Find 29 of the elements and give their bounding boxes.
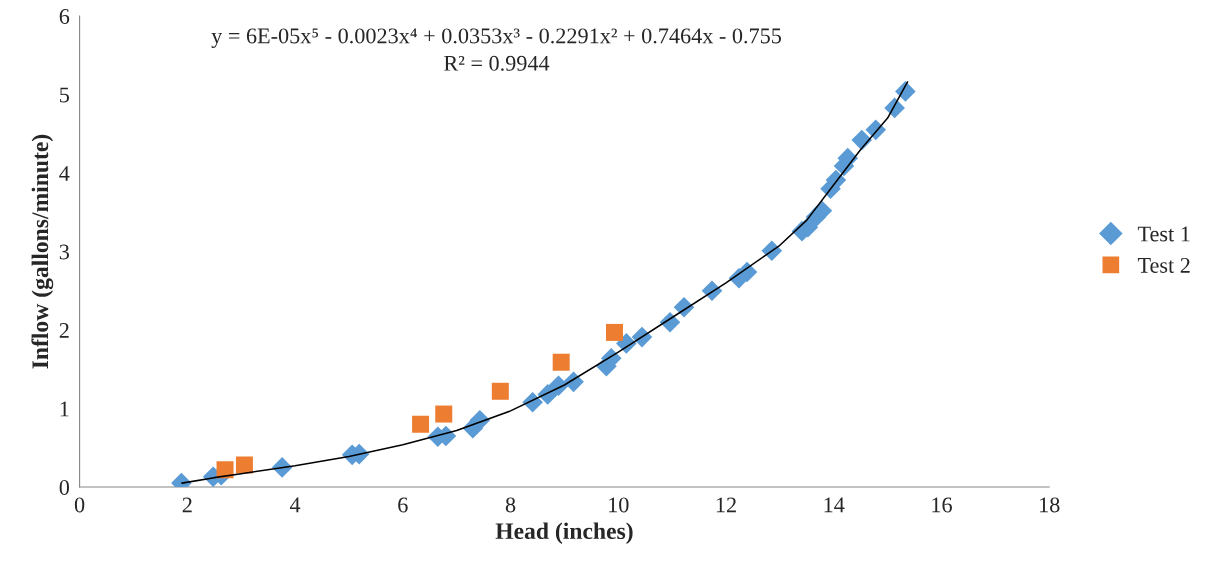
point — [606, 323, 624, 341]
x-tick-label: 0 — [74, 497, 85, 513]
y-axis-title: Inflow (gallons/minute) — [31, 134, 54, 369]
x-tick-label: 16 — [932, 497, 952, 513]
point — [412, 415, 430, 433]
x-tick-label: 14 — [824, 497, 845, 513]
x-tick-label: 18 — [1040, 497, 1060, 513]
y-tick-label: 1 — [60, 401, 69, 417]
y-tick-label: 3 — [59, 244, 70, 260]
x-tick-label: 2 — [182, 497, 192, 513]
x-tick-label: 12 — [716, 497, 736, 513]
point — [435, 405, 453, 423]
point — [552, 353, 570, 371]
annotation: y = 6E-05x⁵ - 0.0023x⁴ + 0.0353x³ - 0.2291x² + 0.7464x - 0.755 — [211, 28, 782, 48]
y-tick-label: 4 — [59, 166, 70, 181]
legend-label: Test 2 — [1137, 257, 1190, 273]
y-tick-label: 0 — [59, 479, 70, 495]
x-tick-label: 4 — [289, 497, 301, 513]
point — [235, 456, 253, 474]
x-axis-title: Head (inches) — [495, 522, 633, 544]
x-tick-label: 6 — [398, 497, 408, 513]
y-tick-label: 2 — [59, 323, 69, 338]
annotation: R² = 0.9944 — [444, 55, 550, 71]
legend-label: Test 1 — [1137, 226, 1190, 242]
x-tick-label: 8 — [505, 497, 516, 513]
y-tick-label: 6 — [59, 9, 70, 24]
y-tick-label: 5 — [60, 87, 70, 103]
x-tick-label: 10 — [609, 497, 629, 513]
point — [491, 382, 509, 400]
